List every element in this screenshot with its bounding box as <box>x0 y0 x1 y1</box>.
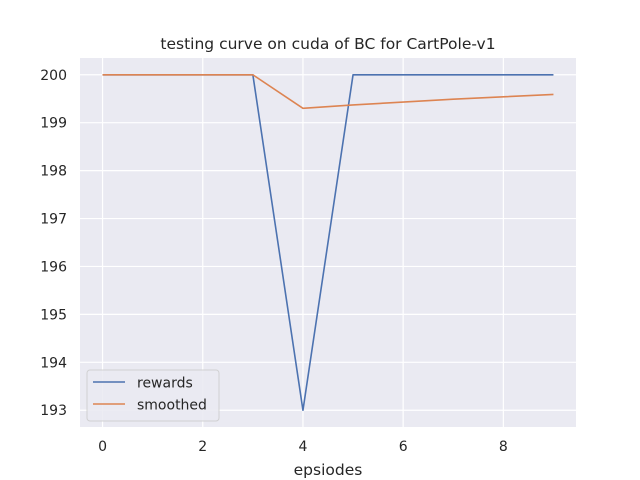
x-tick-label: 4 <box>298 439 307 455</box>
y-tick-label: 194 <box>40 355 67 371</box>
y-tick-label: 195 <box>40 307 67 323</box>
x-tick-label: 8 <box>499 439 508 455</box>
y-tick-label: 200 <box>40 68 67 84</box>
series-line-smoothed <box>102 73 554 110</box>
x-tick-label: 2 <box>198 439 207 455</box>
y-tick-label: 197 <box>40 212 67 228</box>
legend-label-rewards: rewards <box>137 376 193 392</box>
x-tick-label: 6 <box>399 439 408 455</box>
grid-lines <box>80 58 576 427</box>
y-tick-label: 196 <box>40 259 67 275</box>
chart-title: testing curve on cuda of BC for CartPole… <box>160 35 495 53</box>
legend-label-smoothed: smoothed <box>137 398 207 414</box>
y-tick-label: 198 <box>40 164 67 180</box>
x-tick-labels: 0 2 4 6 8 <box>98 439 508 455</box>
y-tick-label: 193 <box>40 403 67 419</box>
y-tick-labels: 193 194 195 196 197 198 199 200 <box>40 68 67 419</box>
series-lines <box>102 73 554 412</box>
y-tick-label: 199 <box>40 116 67 132</box>
x-axis-label: epsiodes <box>294 461 363 479</box>
x-tick-label: 0 <box>98 439 107 455</box>
legend: rewards smoothed <box>86 369 220 422</box>
